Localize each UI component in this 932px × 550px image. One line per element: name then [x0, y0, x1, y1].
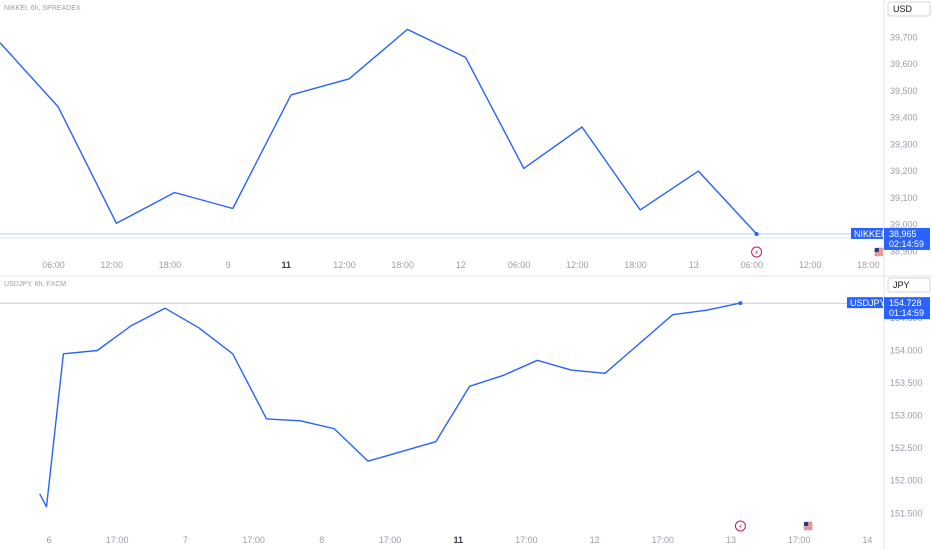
x-tick-label: 11: [282, 260, 292, 270]
usdjpy-last-price-tag: [884, 297, 930, 320]
y-tick-label: 39,200: [890, 166, 918, 176]
series-line: [0, 28, 758, 235]
x-tick-label: 17:00: [106, 535, 129, 545]
x-tick-label: 17:00: [379, 535, 402, 545]
x-tick-label: 12: [456, 260, 466, 270]
nikkei-price-tag: NIKKEI 38,965 02:14:59: [851, 227, 930, 250]
series-line: [39, 302, 741, 508]
x-tick-label: 8: [319, 535, 324, 545]
x-tick-label: 17:00: [515, 535, 538, 545]
y-tick-label: 153.500: [890, 378, 923, 388]
y-tick-label: 154.000: [890, 346, 923, 356]
nikkei-series: [0, 28, 884, 239]
usdjpy-symbol-label: USDJPY: [850, 298, 886, 308]
x-tick-label: 13: [726, 535, 736, 545]
x-tick-label: 18:00: [159, 260, 182, 270]
nikkei-symbol-label: NIKKEI: [854, 229, 884, 239]
y-tick-label: 152.000: [890, 476, 923, 486]
us-flag-icon[interactable]: [873, 246, 885, 258]
nikkei-y-axis: 38,900 39,000 39,100 39,200 39,300 39,400 39,5…: [890, 32, 918, 256]
x-tick-label: 12:00: [333, 260, 356, 270]
earnings-icon[interactable]: ⚡: [751, 246, 763, 258]
y-tick-label: 152.500: [890, 443, 923, 453]
currency-label-jpy: JPY: [893, 280, 910, 290]
currency-box-jpy[interactable]: [887, 277, 931, 293]
usdjpy-pane: USDJPY, 6h, FXCM JPY 151.500 152.000 152.5…: [0, 277, 931, 545]
nikkei-events: ⚡: [751, 246, 885, 258]
x-tick-label: 13: [689, 260, 699, 270]
usdjpy-series: [0, 301, 884, 508]
usdjpy-x-axis: 6 17:00 7 17:00 8 17:00 11 17:00 12 17:00 13 17:00 1…: [46, 535, 872, 545]
x-tick-label: 12: [590, 535, 600, 545]
nikkei-x-axis: 06:00 12:00 18:00 9 11 12:00 18:00 12 06:00 12:00…: [42, 260, 879, 270]
nikkei-last-price-tag: [884, 227, 930, 250]
usdjpy-last-price: 154.728: [889, 298, 922, 308]
x-tick-label: 12:00: [100, 260, 123, 270]
usdjpy-countdown: 01:14:59: [889, 308, 924, 318]
nikkei-last-price: 38,965: [889, 229, 917, 239]
x-tick-label: 11: [453, 535, 463, 545]
x-tick-label: 12:00: [799, 260, 822, 270]
usdjpy-y-axis: 151.500 152.000 152.500 153.000 153.500 154.0…: [890, 313, 923, 518]
x-tick-label: 06:00: [741, 260, 764, 270]
y-tick-label: 39,500: [890, 86, 918, 96]
x-tick-label: 6: [46, 535, 51, 545]
usdjpy-price-tag: USDJPY 154.728 01:14:59: [847, 297, 930, 320]
y-tick-label: 39,100: [890, 193, 918, 203]
nikkei-pane: NIKKEI, 6h, SPREADEX USD 38,900 39,000 39,…: [0, 1, 931, 270]
x-tick-label: 06:00: [42, 260, 65, 270]
x-tick-label: 17:00: [652, 535, 675, 545]
x-tick-label: 18:00: [391, 260, 414, 270]
usdjpy-title: USDJPY, 6h, FXCM: [4, 281, 66, 288]
y-tick-label: 39,300: [890, 139, 918, 149]
y-tick-label: 153.000: [890, 411, 923, 421]
nikkei-countdown: 02:14:59: [889, 239, 924, 249]
x-tick-label: 06:00: [508, 260, 531, 270]
svg-text:⚡: ⚡: [754, 249, 759, 257]
currency-label-usd: USD: [893, 4, 913, 14]
y-tick-label: 39,000: [890, 220, 918, 230]
x-tick-label: 9: [226, 260, 231, 270]
usdjpy-events: ⚡: [734, 520, 814, 532]
currency-box-usd[interactable]: [887, 1, 931, 17]
earnings-icon[interactable]: ⚡: [734, 520, 746, 532]
x-tick-label: 14: [862, 535, 872, 545]
x-tick-label: 18:00: [624, 260, 647, 270]
nikkei-title: NIKKEI, 6h, SPREADEX: [4, 5, 81, 12]
svg-text:⚡: ⚡: [738, 523, 743, 531]
y-tick-label: 39,700: [890, 32, 918, 42]
x-tick-label: 17:00: [242, 535, 265, 545]
x-tick-label: 17:00: [788, 535, 811, 545]
x-tick-label: 18:00: [857, 260, 880, 270]
y-tick-label: 39,600: [890, 59, 918, 69]
usdjpy-symbol-tag: [847, 297, 883, 309]
x-tick-label: 7: [183, 535, 188, 545]
us-flag-icon[interactable]: [802, 520, 814, 532]
y-tick-label: 151.500: [890, 508, 923, 518]
x-tick-label: 12:00: [566, 260, 589, 270]
nikkei-symbol-tag: [851, 227, 883, 239]
y-tick-label: 38,900: [890, 246, 918, 256]
y-tick-label: 39,400: [890, 113, 918, 123]
